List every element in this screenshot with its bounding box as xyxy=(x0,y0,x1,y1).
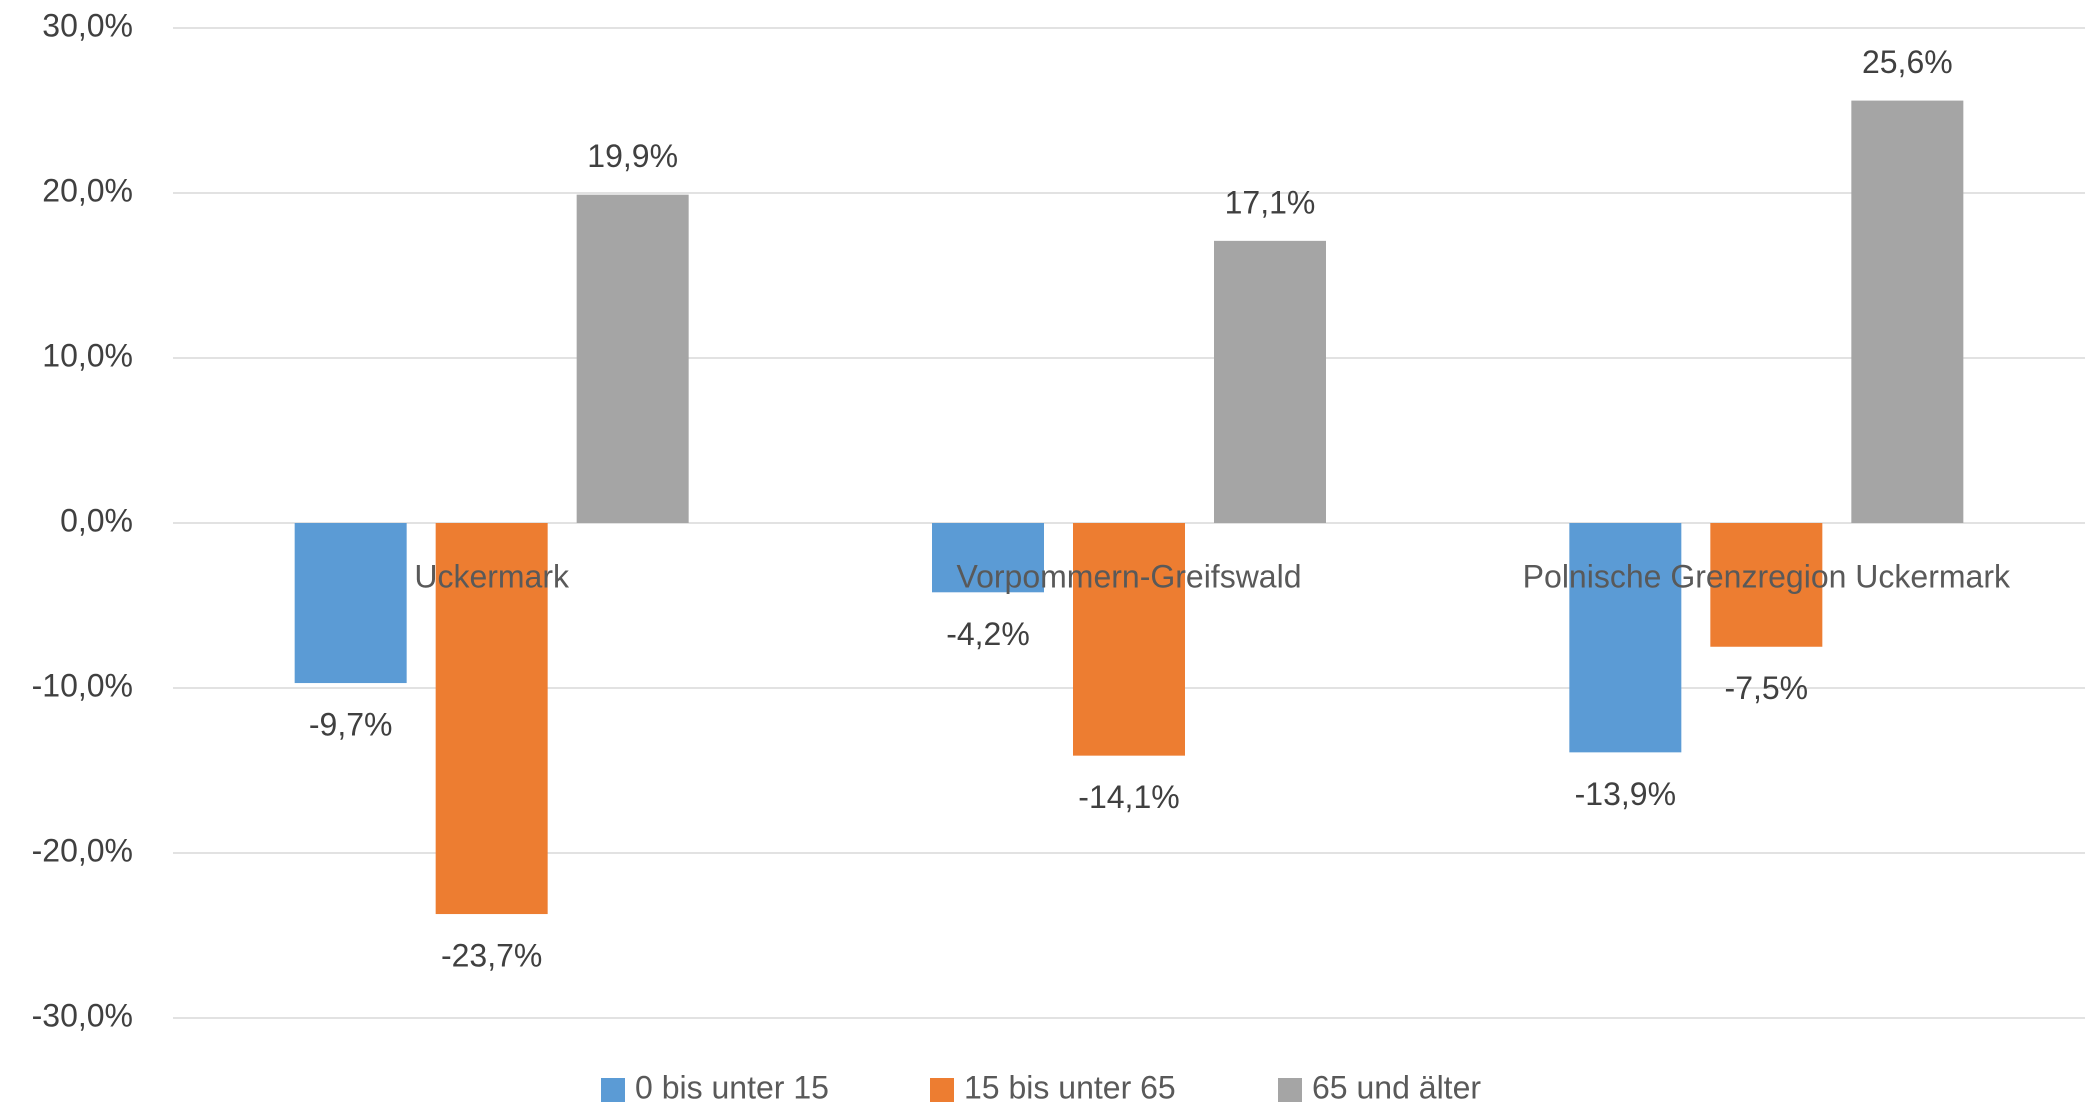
y-tick-label: 30,0% xyxy=(42,7,133,43)
x-tick-label: Uckermark xyxy=(414,558,570,594)
legend-label: 15 bis unter 65 xyxy=(964,1069,1176,1105)
data-label: -13,9% xyxy=(1575,776,1676,812)
y-tick-label: -30,0% xyxy=(32,997,133,1033)
legend-swatch xyxy=(930,1078,954,1102)
legend-swatch xyxy=(1278,1078,1302,1102)
data-label: -23,7% xyxy=(441,938,542,974)
legend-swatch xyxy=(601,1078,625,1102)
data-label: -7,5% xyxy=(1725,670,1809,706)
bar xyxy=(1214,240,1326,523)
bar xyxy=(294,523,407,684)
y-tick-label: 10,0% xyxy=(42,337,133,373)
data-label: -4,2% xyxy=(946,616,1030,652)
bar xyxy=(435,523,548,915)
bar xyxy=(1073,523,1185,756)
bar xyxy=(576,194,689,523)
data-label: 25,6% xyxy=(1862,44,1953,80)
data-label: -14,1% xyxy=(1078,779,1179,815)
y-tick-label: -10,0% xyxy=(32,667,133,703)
y-tick-label: 0,0% xyxy=(60,502,133,538)
x-tick-label: Vorpommern-Greifswald xyxy=(957,558,1302,594)
data-label: 19,9% xyxy=(587,138,678,174)
x-tick-label: Polnische Grenzregion Uckermark xyxy=(1523,558,2011,594)
data-label: -9,7% xyxy=(309,707,393,743)
y-tick-label: 20,0% xyxy=(42,172,133,208)
bar xyxy=(932,523,1044,593)
legend-label: 0 bis unter 15 xyxy=(635,1069,829,1105)
bar xyxy=(1851,100,1964,523)
bar xyxy=(1710,523,1823,647)
data-label: 17,1% xyxy=(1225,184,1316,220)
y-tick-label: -20,0% xyxy=(32,832,133,868)
legend-label: 65 und älter xyxy=(1312,1069,1481,1105)
bar xyxy=(1569,523,1682,753)
